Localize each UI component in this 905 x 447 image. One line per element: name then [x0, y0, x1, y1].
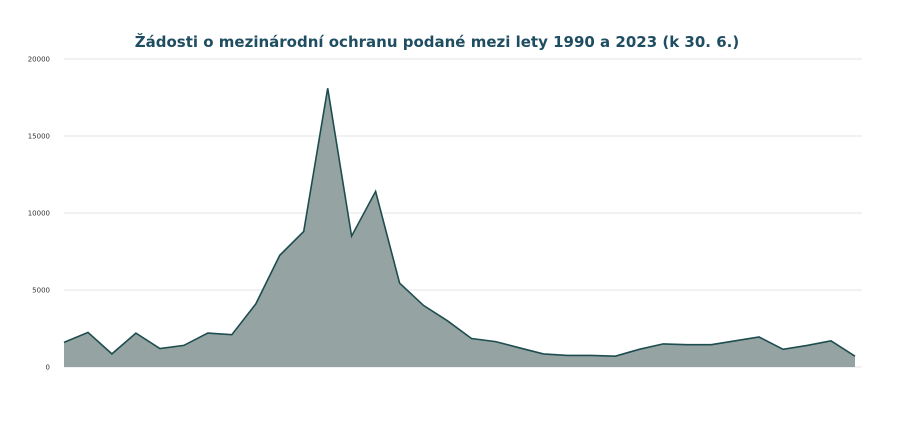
y-tick-label: 20000 [28, 56, 50, 64]
y-tick-label: 5000 [32, 287, 50, 295]
area-fill [64, 88, 855, 368]
y-tick-label: 15000 [28, 133, 50, 141]
y-axis-ticks: 0 5000 10000 15000 20000 [28, 56, 50, 372]
gridlines [64, 58, 862, 368]
y-tick-label: 0 [46, 364, 50, 372]
chart-title: Žádosti o mezinárodní ochranu podané mez… [134, 33, 740, 51]
series-line [63, 88, 856, 358]
y-tick-label: 10000 [28, 210, 50, 218]
series-area [63, 88, 856, 368]
